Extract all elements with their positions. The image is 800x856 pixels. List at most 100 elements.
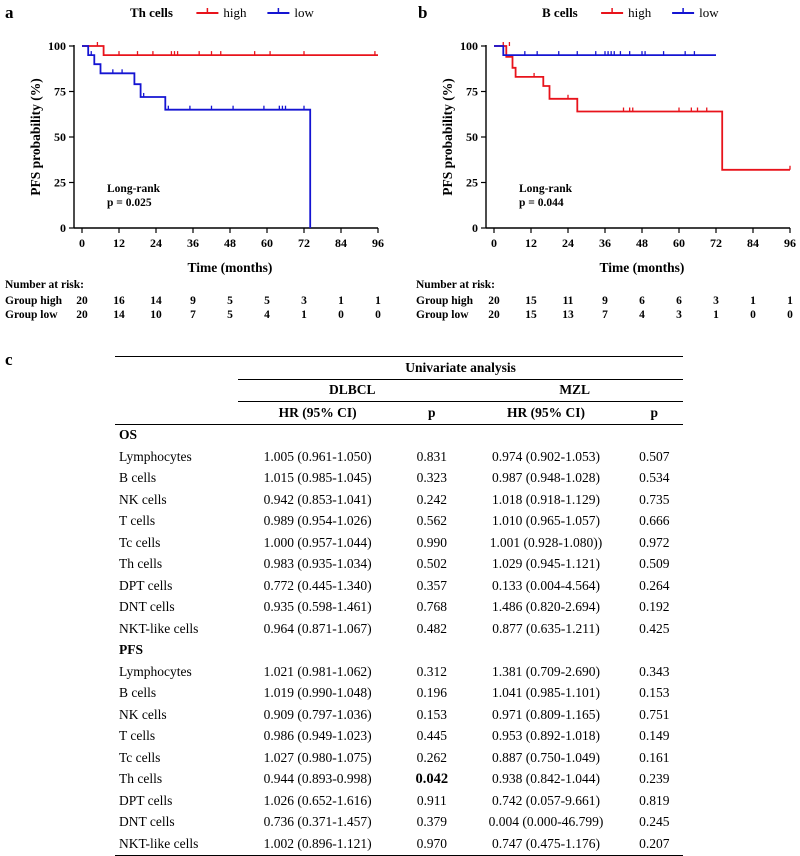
mzl-hr-cell: 0.004 (0.000-46.799)	[488, 814, 604, 830]
row-label: Tc cells	[119, 749, 161, 765]
row-label: T cells	[119, 728, 156, 744]
table-row: B cells 1.019 (0.990-1.048) 0.196 1.041 (0.…	[115, 683, 683, 705]
row-label: DNT cells	[119, 814, 175, 830]
risk-count: 0	[787, 309, 793, 321]
table-row: NKT-like cells 0.964 (0.871-1.067) 0.482 0.…	[115, 618, 683, 640]
dlbcl-p-cell: 0.242	[416, 491, 447, 507]
km-chart-b-cells: 0 12 24 36 48 60 72 84 96 0 25 50 75 100 Time (months)…	[440, 5, 796, 275]
mzl-hr-cell: 0.974 (0.902-1.053)	[491, 448, 600, 464]
risk-count: 15	[525, 295, 537, 307]
risk-count: 1	[338, 295, 344, 307]
dlbcl-hr-cell: 0.983 (0.935-1.034)	[263, 556, 372, 572]
risk-count: 5	[227, 309, 233, 321]
risk-count: 5	[264, 295, 270, 307]
row-label: Lymphocytes	[119, 663, 192, 679]
legend-label-low: low	[699, 5, 719, 20]
risk-count: 20	[76, 309, 88, 321]
mzl-hr-cell: 1.001 (0.928-1.080))	[489, 534, 603, 550]
mzl-p-cell: 0.153	[639, 685, 670, 701]
x-tick-label: 36	[187, 236, 199, 250]
risk-count: 1	[375, 295, 381, 307]
risk-count: 11	[562, 295, 574, 307]
dlbcl-p-cell: 0.911	[416, 792, 447, 808]
risk-count: 0	[338, 309, 344, 321]
y-tick-label: 25	[54, 176, 66, 190]
row-label: DNT cells	[119, 599, 175, 615]
risk-count: 1	[713, 309, 719, 321]
legend-label-low: low	[294, 5, 314, 20]
section-header-row: OS	[115, 424, 683, 446]
x-tick-label: 36	[599, 236, 611, 250]
dlbcl-p-cell: 0.042	[415, 770, 449, 787]
risk-count: 6	[676, 295, 682, 307]
risk-count: 9	[602, 295, 608, 307]
y-tick-label: 25	[466, 176, 478, 190]
legend-title: Th cells	[130, 5, 173, 20]
table-row: T cells 0.989 (0.954-1.026) 0.562 1.010 (0.…	[115, 511, 683, 533]
km-curve-low	[82, 45, 312, 228]
x-tick-label: 72	[710, 236, 722, 250]
logrank-p-value: p = 0.044	[519, 197, 564, 209]
dlbcl-hr-cell: 0.772 (0.445-1.340)	[263, 577, 372, 593]
risk-count: 14	[150, 295, 162, 307]
mzl-p-cell: 0.819	[639, 792, 670, 808]
mzl-hr-cell: 1.029 (0.945-1.121)	[491, 556, 600, 572]
mzl-hr-cell: 0.877 (0.635-1.211)	[492, 620, 600, 636]
col-header-hr: HR (95% CI)	[238, 401, 398, 424]
mzl-hr-cell: 0.887 (0.750-1.049)	[491, 749, 600, 765]
risk-count: 9	[190, 295, 196, 307]
risk-count: 6	[639, 295, 645, 307]
row-label: Th cells	[119, 771, 163, 787]
dlbcl-hr-cell: 0.944 (0.893-0.998)	[263, 771, 372, 787]
table-row: NK cells 0.909 (0.797-1.036) 0.153 0.971 (0…	[115, 704, 683, 726]
x-tick-label: 12	[113, 236, 125, 250]
x-tick-label: 12	[525, 236, 537, 250]
risk-row-label: Group low	[416, 309, 469, 321]
dlbcl-hr-cell: 1.021 (0.981-1.062)	[263, 663, 372, 679]
risk-count: 7	[602, 309, 608, 321]
dlbcl-p-cell: 0.153	[416, 706, 447, 722]
row-label: NKT-like cells	[119, 620, 199, 636]
risk-count: 4	[264, 309, 270, 321]
row-label: T cells	[119, 513, 156, 529]
table-row: Tc cells 1.000 (0.957-1.044) 0.990 1.001 (0…	[115, 532, 683, 554]
y-axis-label: PFS probability (%)	[28, 78, 43, 196]
y-axis-label: PFS probability (%)	[440, 78, 455, 196]
risk-count: 5	[227, 295, 233, 307]
mzl-hr-cell: 0.938 (0.842-1.044)	[491, 771, 600, 787]
dlbcl-p-cell: 0.562	[416, 513, 447, 529]
risk-count: 3	[713, 295, 719, 307]
mzl-hr-cell: 0.971 (0.809-1.165)	[491, 706, 600, 722]
risk-count: 1	[787, 295, 793, 307]
dlbcl-p-cell: 0.990	[416, 534, 447, 550]
dlbcl-hr-cell: 0.935 (0.598-1.461)	[263, 599, 372, 615]
risk-count: 1	[301, 309, 307, 321]
y-tick-label: 75	[54, 85, 66, 99]
risk-header: Number at risk:	[5, 279, 85, 291]
table-row: B cells 1.015 (0.985-1.045) 0.323 0.987 (0.…	[115, 468, 683, 490]
dlbcl-p-cell: 0.357	[416, 577, 447, 593]
row-label: NK cells	[119, 491, 167, 507]
km-curve-high	[82, 45, 378, 56]
col-header-p: p	[625, 401, 683, 424]
logrank-label: Long-rank	[107, 183, 161, 195]
mzl-hr-cell: 0.133 (0.004-4.564)	[491, 577, 600, 593]
x-tick-label: 60	[261, 236, 273, 250]
risk-table-a: Number at risk: Group high 20 16 14 9 5 5 3 1 1 G…	[5, 279, 400, 323]
x-tick-label: 72	[298, 236, 310, 250]
x-tick-label: 84	[747, 236, 759, 250]
table-row: Lymphocytes 1.005 (0.961-1.050) 0.831 0.974…	[115, 446, 683, 468]
mzl-p-cell: 0.425	[639, 620, 670, 636]
dlbcl-p-cell: 0.502	[416, 556, 447, 572]
dlbcl-hr-cell: 0.736 (0.371-1.457)	[263, 814, 372, 830]
dlbcl-p-cell: 0.970	[416, 835, 447, 851]
x-tick-label: 24	[562, 236, 574, 250]
risk-header: Number at risk:	[416, 279, 496, 291]
risk-row-label: Group low	[5, 309, 58, 321]
mzl-hr-cell: 0.742 (0.057-9.661)	[491, 792, 600, 808]
x-tick-label: 96	[372, 236, 384, 250]
row-label: NK cells	[119, 706, 167, 722]
table-row: Tc cells 1.027 (0.980-1.075) 0.262 0.887 (0…	[115, 747, 683, 769]
risk-count: 20	[488, 295, 500, 307]
risk-table-b: Number at risk: Group high 20 15 11 9 6 6 3 1 1 G…	[416, 279, 800, 323]
